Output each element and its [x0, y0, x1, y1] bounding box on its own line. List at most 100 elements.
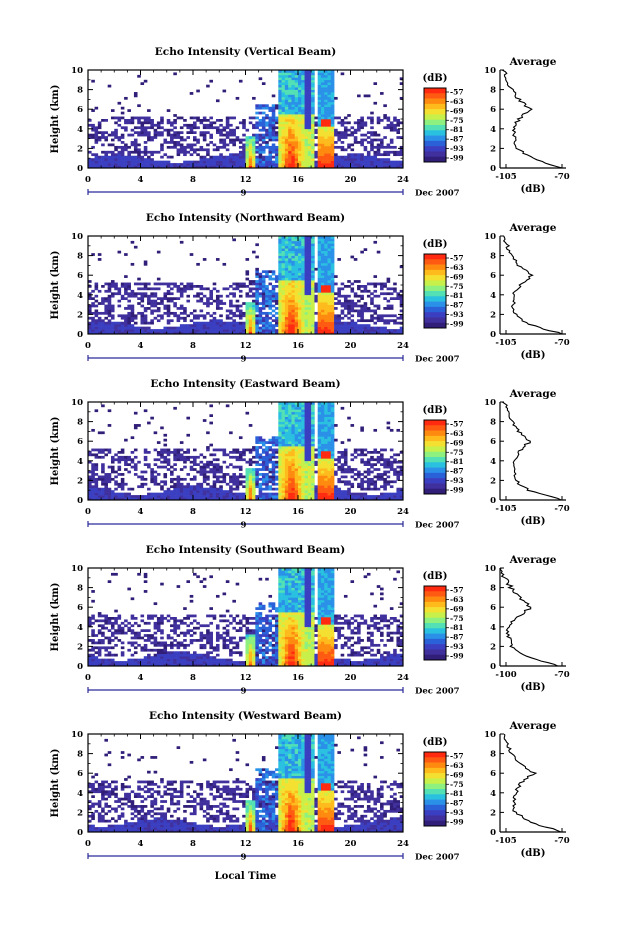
- colorbar-tick-label: -63: [450, 97, 464, 106]
- colorbar-swatch: [424, 269, 446, 276]
- colorbar-swatch: [424, 135, 446, 142]
- profile-y-tick-label: 8: [490, 584, 496, 594]
- profile-y-tick-label: 10: [484, 66, 496, 76]
- profile-y-tick-label: 0: [490, 164, 496, 174]
- colorbar-swatch: [424, 146, 446, 152]
- heatmap-cells: [88, 568, 404, 667]
- day-label: 9: [241, 853, 247, 863]
- x-tick-label: 4: [138, 507, 144, 517]
- y-tick-label: 10: [71, 66, 83, 76]
- x-tick-label: 16: [292, 341, 304, 351]
- colorbar-unit: (dB): [423, 405, 448, 416]
- colorbar-swatch: [424, 644, 446, 650]
- profile-y-tick-label: 6: [490, 437, 496, 447]
- y-axis-label: Height (km): [50, 85, 61, 154]
- y-tick-label: 0: [77, 164, 83, 174]
- colorbar-tick-label: -75: [450, 448, 464, 457]
- date-label: Dec 2007: [415, 521, 460, 531]
- colorbar-swatch: [424, 810, 446, 816]
- x-tick-label: 20: [345, 839, 357, 849]
- x-tick-label: 16: [292, 839, 304, 849]
- colorbar-swatch: [424, 125, 446, 131]
- colorbar-frame: [423, 87, 447, 163]
- profile-y-tick-label: 0: [490, 828, 496, 838]
- colorbar-tick-label: -93: [450, 808, 464, 817]
- profile-y-tick-label: 4: [490, 291, 496, 301]
- profile-y-tick-label: 6: [490, 769, 496, 779]
- profile-x-tick-label: -70: [554, 504, 569, 514]
- colorbar-tick-label: -69: [450, 438, 464, 447]
- colorbar-swatch: [424, 617, 446, 624]
- y-tick-label: 10: [71, 232, 83, 242]
- profile-title: Average: [509, 56, 557, 68]
- profile-y-tick-label: 10: [484, 730, 496, 740]
- colorbar-tick-label: -81: [450, 789, 464, 798]
- colorbar-tick-label: -57: [450, 586, 464, 595]
- y-tick-label: 2: [77, 476, 83, 486]
- y-tick-label: 8: [77, 86, 83, 96]
- colorbar-swatch: [424, 752, 446, 758]
- colorbar-swatch: [424, 789, 446, 795]
- y-axis-label: Height (km): [50, 251, 61, 320]
- colorbar-swatch: [424, 451, 446, 458]
- y-tick-label: 0: [77, 662, 83, 672]
- colorbar-swatch: [424, 275, 446, 281]
- x-tick-label: 24: [397, 175, 409, 185]
- colorbar-swatch: [424, 591, 446, 597]
- profile-title: Average: [509, 554, 557, 566]
- y-tick-label: 0: [77, 330, 83, 340]
- profile-y-tick-label: 8: [490, 418, 496, 428]
- colorbar-swatch: [424, 467, 446, 474]
- profile-line: [502, 401, 562, 501]
- colorbar-frame: [423, 751, 447, 827]
- heatmap-cells: [88, 734, 404, 833]
- colorbar-tick-label: -57: [450, 420, 464, 429]
- colorbar-swatch: [424, 322, 446, 329]
- profile-title: Average: [509, 720, 557, 732]
- profile-x-tick-label: -100: [495, 670, 516, 680]
- colorbar-tick-label: -93: [450, 144, 464, 153]
- colorbar-swatch: [424, 98, 446, 105]
- profile-x-label: (dB): [521, 848, 546, 859]
- colorbar-tick-label: -99: [450, 320, 464, 329]
- colorbar-swatch: [424, 109, 446, 115]
- x-tick-label: 24: [397, 673, 409, 683]
- day-label: 9: [241, 521, 247, 531]
- profile-line: [503, 733, 562, 833]
- colorbar-tick-label: -57: [450, 752, 464, 761]
- colorbar-tick-label: -87: [450, 633, 464, 642]
- colorbar-swatch: [424, 425, 446, 431]
- date-label: Dec 2007: [415, 355, 460, 365]
- colorbar-swatch: [424, 472, 446, 479]
- colorbar-tick-label: -57: [450, 254, 464, 263]
- profile-y-tick-label: 2: [490, 476, 496, 486]
- colorbar-swatch: [424, 762, 446, 769]
- y-tick-label: 8: [77, 584, 83, 594]
- x-tick-label: 12: [240, 341, 252, 351]
- colorbar-tick-label: -87: [450, 135, 464, 144]
- y-tick-label: 4: [77, 623, 83, 633]
- x-tick-label: 8: [190, 839, 196, 849]
- colorbar-swatch: [424, 296, 446, 302]
- profile-x-tick-label: -105: [495, 172, 516, 182]
- y-tick-label: 4: [77, 789, 83, 799]
- colorbar-tick-label: -63: [450, 761, 464, 770]
- colorbar-swatch: [424, 151, 446, 158]
- profile-line: [499, 567, 558, 667]
- x-tick-label: 16: [292, 507, 304, 517]
- x-tick-label: 20: [345, 175, 357, 185]
- y-tick-label: 10: [71, 564, 83, 574]
- heatmap-cells: [88, 70, 404, 169]
- profile-y-tick-label: 8: [490, 252, 496, 262]
- panel-title: Echo Intensity (Vertical Beam): [155, 46, 336, 58]
- y-tick-label: 2: [77, 310, 83, 320]
- y-tick-label: 6: [77, 769, 83, 779]
- colorbar-unit: (dB): [423, 571, 448, 582]
- profile-y-tick-label: 6: [490, 105, 496, 115]
- colorbar-swatch: [424, 483, 446, 490]
- colorbar-swatch: [424, 462, 446, 468]
- colorbar-tick-label: -69: [450, 106, 464, 115]
- profile-y-tick-label: 6: [490, 271, 496, 281]
- y-tick-label: 8: [77, 252, 83, 262]
